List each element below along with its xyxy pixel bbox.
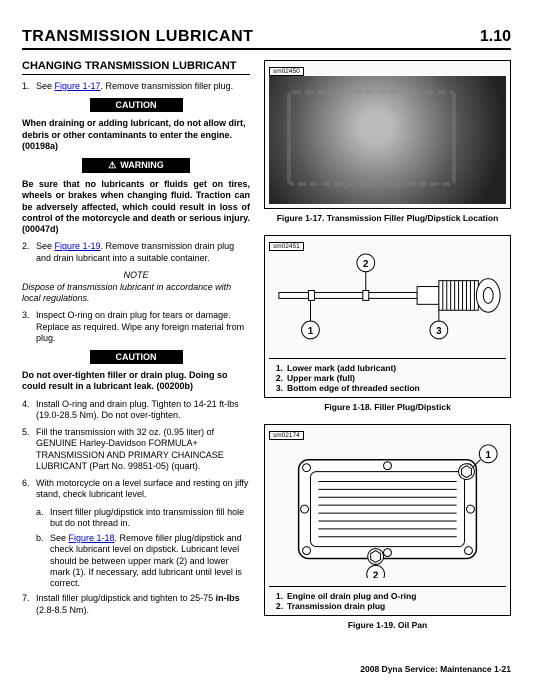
- step-6a: a. Insert filler plug/dipstick into tran…: [36, 507, 250, 530]
- figure-link[interactable]: Figure 1-18: [69, 533, 115, 543]
- step-1: 1. See Figure 1-17. Remove transmission …: [22, 81, 250, 92]
- left-column: CHANGING TRANSMISSION LUBRICANT 1. See F…: [22, 60, 250, 642]
- page-title: TRANSMISSION LUBRICANT: [22, 28, 253, 46]
- caution-badge: CAUTION: [90, 350, 183, 364]
- item-num: 1.: [269, 363, 283, 373]
- step-5: 5. Fill the transmission with 32 oz. (0.…: [22, 427, 250, 472]
- step-num: 2.: [22, 241, 36, 264]
- note-label: NOTE: [22, 270, 250, 280]
- text: Install filler plug/dipstick and tighten…: [36, 593, 216, 603]
- oilpan-diagram: 1 2: [269, 440, 506, 578]
- caution-badge-wrap: CAUTION: [22, 98, 250, 112]
- two-column-layout: CHANGING TRANSMISSION LUBRICANT 1. See F…: [22, 60, 511, 642]
- list-item: 1. Lower mark (add lubricant): [269, 363, 506, 373]
- substep-text: Insert filler plug/dipstick into transmi…: [50, 507, 250, 530]
- item-num: 1.: [269, 591, 283, 601]
- svg-text:2: 2: [363, 259, 369, 270]
- svg-text:2: 2: [373, 570, 379, 578]
- caution-badge-wrap: CAUTION: [22, 350, 250, 364]
- step-7: 7. Install filler plug/dipstick and tigh…: [22, 593, 250, 616]
- warning-badge: WARNING: [82, 158, 190, 173]
- item-text: Transmission drain plug: [287, 601, 385, 611]
- svg-text:1: 1: [308, 326, 314, 337]
- step-text: Fill the transmission with 32 oz. (0.95 …: [36, 427, 250, 472]
- step-num: 3.: [22, 310, 36, 344]
- svg-text:3: 3: [436, 326, 442, 337]
- item-text: Bottom edge of threaded section: [287, 383, 420, 393]
- caution-text: Do not over-tighten filler or drain plug…: [22, 370, 250, 393]
- figure-19-caption: Figure 1-19. Oil Pan: [264, 620, 511, 630]
- figure-link[interactable]: Figure 1-17: [55, 81, 101, 91]
- figure-18-caption: Figure 1-18. Filler Plug/Dipstick: [264, 402, 511, 412]
- item-num: 3.: [269, 383, 283, 393]
- item-text: Upper mark (full): [287, 373, 355, 383]
- bold-text: in-lbs: [216, 593, 240, 603]
- text: See: [50, 533, 69, 543]
- step-num: 5.: [22, 427, 36, 472]
- page-header: TRANSMISSION LUBRICANT 1.10: [22, 28, 511, 50]
- text: See: [36, 241, 55, 251]
- section-number: 1.10: [480, 28, 511, 46]
- section-subheading: CHANGING TRANSMISSION LUBRICANT: [22, 60, 250, 75]
- caution-badge: CAUTION: [90, 98, 183, 112]
- item-num: 2.: [269, 373, 283, 383]
- step-4: 4. Install O-ring and drain plug. Tighte…: [22, 399, 250, 422]
- dipstick-diagram: 1 2 3: [269, 251, 506, 350]
- figure-link[interactable]: Figure 1-19: [55, 241, 101, 251]
- step-num: 1.: [22, 81, 36, 92]
- page-footer: 2008 Dyna Service: Maintenance 1-21: [22, 664, 511, 674]
- step-text: See Figure 1-19. Remove transmission dra…: [36, 241, 250, 264]
- figure-17-caption: Figure 1-17. Transmission Filler Plug/Di…: [264, 213, 511, 223]
- warning-badge-wrap: WARNING: [22, 158, 250, 173]
- list-item: 1. Engine oil drain plug and O-ring: [269, 591, 506, 601]
- item-num: 2.: [269, 601, 283, 611]
- step-num: 6.: [22, 478, 36, 501]
- warning-text: Be sure that no lubricants or fluids get…: [22, 179, 250, 235]
- list-item: 3. Bottom edge of threaded section: [269, 383, 506, 393]
- step-num: 7.: [22, 593, 36, 616]
- substep-letter: a.: [36, 507, 50, 530]
- item-text: Engine oil drain plug and O-ring: [287, 591, 416, 601]
- step-text: See Figure 1-17. Remove transmission fil…: [36, 81, 250, 92]
- step-6: 6. With motorcycle on a level surface an…: [22, 478, 250, 501]
- caution-text: When draining or adding lubricant, do no…: [22, 118, 250, 152]
- list-item: 2. Upper mark (full): [269, 373, 506, 383]
- step-text: With motorcycle on a level surface and r…: [36, 478, 250, 501]
- right-column: sm02450 Figure 1-17. Transmission Filler…: [264, 60, 511, 642]
- figure-tag: sm02451: [269, 242, 304, 251]
- list-item: 2. Transmission drain plug: [269, 601, 506, 611]
- text: See: [36, 81, 55, 91]
- step-6b: b. See Figure 1-18. Remove filler plug/d…: [36, 533, 250, 589]
- step-2: 2. See Figure 1-19. Remove transmission …: [22, 241, 250, 264]
- svg-text:1: 1: [485, 450, 491, 461]
- figure-19-box: sm02174: [264, 424, 511, 616]
- figure-17-box: sm02450: [264, 60, 511, 209]
- step-3: 3. Inspect O-ring on drain plug for tear…: [22, 310, 250, 344]
- step-text: Install filler plug/dipstick and tighten…: [36, 593, 250, 616]
- substep-letter: b.: [36, 533, 50, 589]
- figure-tag: sm02450: [269, 67, 304, 76]
- step-text: Inspect O-ring on drain plug for tears o…: [36, 310, 250, 344]
- text: . Remove transmission filler plug.: [101, 81, 234, 91]
- figure-18-legend: 1. Lower mark (add lubricant) 2. Upper mar…: [269, 358, 506, 393]
- figure-19-legend: 1. Engine oil drain plug and O-ring 2. Tra…: [269, 586, 506, 611]
- step-text: Install O-ring and drain plug. Tighten t…: [36, 399, 250, 422]
- text: (2.8-8.5 Nm).: [36, 605, 89, 615]
- note-text: Dispose of transmission lubricant in acc…: [22, 282, 250, 305]
- item-text: Lower mark (add lubricant): [287, 363, 396, 373]
- figure-tag: sm02174: [269, 431, 304, 440]
- figure-18-box: sm02451 1 2: [264, 235, 511, 398]
- figure-17-photo: [269, 76, 506, 204]
- step-num: 4.: [22, 399, 36, 422]
- substep-text: See Figure 1-18. Remove filler plug/dips…: [50, 533, 250, 589]
